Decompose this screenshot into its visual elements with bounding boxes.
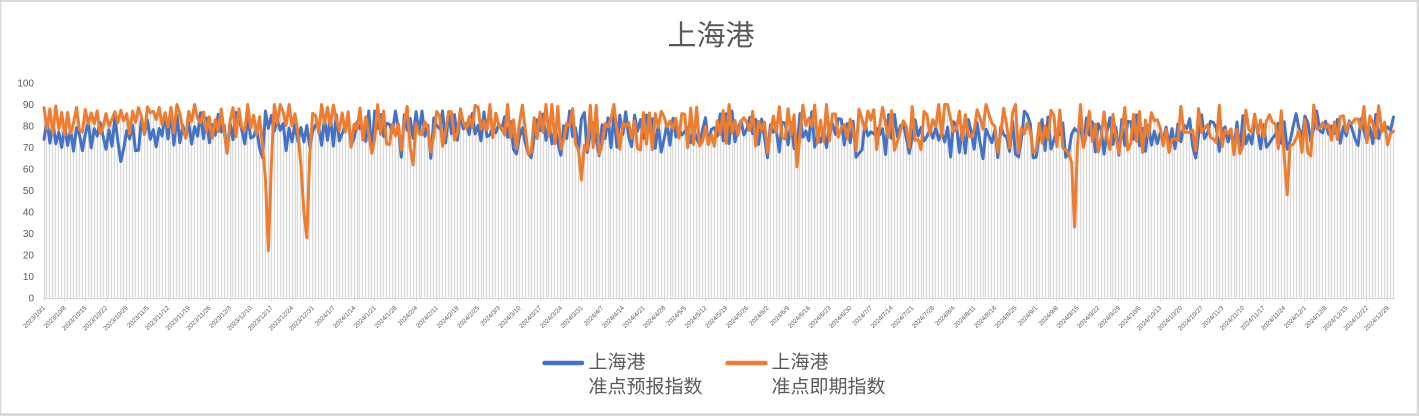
svg-text:10: 10: [23, 272, 35, 283]
svg-text:100: 100: [17, 78, 34, 89]
svg-text:90: 90: [23, 100, 35, 111]
svg-text:40: 40: [23, 207, 35, 218]
svg-text:0: 0: [28, 293, 34, 304]
svg-text:80: 80: [23, 121, 35, 132]
svg-text:30: 30: [23, 229, 35, 240]
svg-text:70: 70: [23, 143, 35, 154]
svg-text:60: 60: [23, 164, 35, 175]
svg-text:20: 20: [23, 250, 35, 261]
svg-text:50: 50: [23, 186, 35, 197]
